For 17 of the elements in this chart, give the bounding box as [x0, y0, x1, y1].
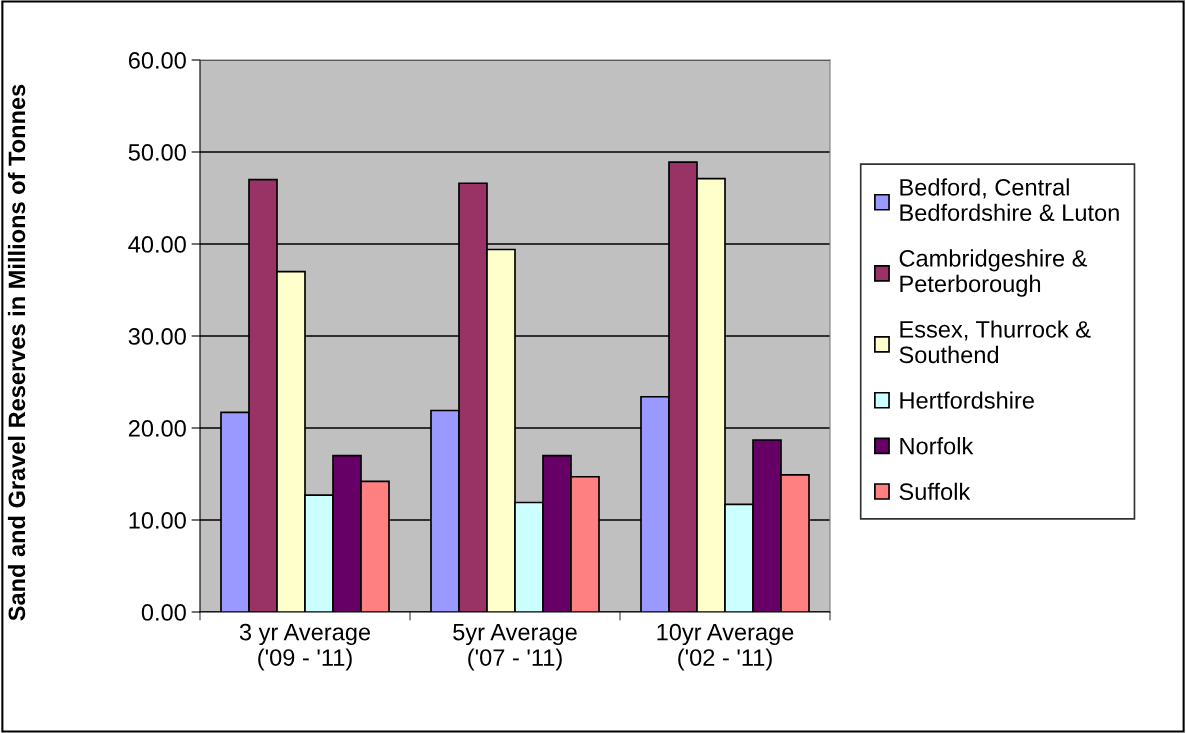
- y-tick-label: 30.00: [128, 328, 186, 345]
- x-tick-label: 3 yr Average ('09 - '11): [239, 623, 371, 671]
- legend-label: Suffolk: [899, 482, 971, 501]
- y-tick-label: 0.00: [141, 604, 186, 621]
- legend-label: Hertfordshire: [900, 391, 1034, 409]
- legend-label: Bedford, Central Bedfordshire & Luton: [900, 178, 1119, 222]
- y-axis-title: Sand and Gravel Reserves in Millions of Tonnes: [7, 84, 26, 621]
- y-tick-label: 50.00: [128, 144, 186, 161]
- legend-label: Essex, Thurrock & Southend: [899, 320, 1091, 364]
- x-tick-label: 5yr Average ('07 - '11): [453, 623, 577, 671]
- y-tick-label: 10.00: [129, 512, 186, 529]
- y-tick-label: 40.00: [128, 236, 186, 253]
- legend-label: Cambridgeshire & Peterborough: [899, 249, 1088, 297]
- y-tick-label: 20.00: [128, 420, 186, 437]
- x-tick-label: 10yr Average ('02 - '11): [657, 623, 794, 671]
- y-tick-label: 60.00: [128, 52, 186, 69]
- legend-label: Norfolk: [900, 437, 974, 455]
